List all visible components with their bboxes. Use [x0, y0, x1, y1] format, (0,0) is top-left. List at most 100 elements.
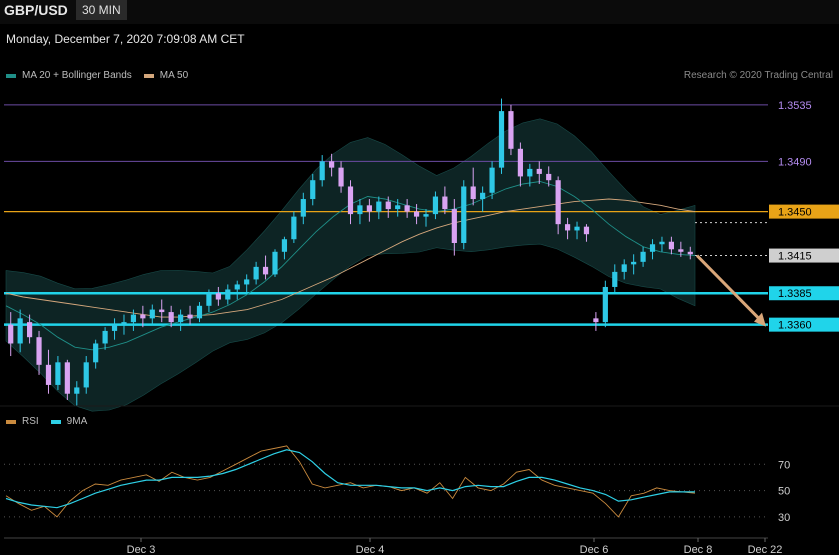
target-arrowhead: [754, 312, 766, 327]
legend-swatch-bollinger: [6, 73, 16, 78]
legend-label-bollinger: MA 20 + Bollinger Bands: [22, 70, 132, 81]
x-tick-label: Dec 6: [580, 544, 609, 555]
x-tick-label: Dec 8: [684, 544, 713, 555]
candle-body: [300, 199, 306, 217]
candle-body: [668, 241, 674, 250]
candle-body: [45, 364, 52, 385]
candle-body: [338, 167, 344, 187]
candle-body: [451, 209, 457, 243]
candle-body: [244, 279, 250, 285]
candle-body: [215, 293, 221, 300]
candle-body: [442, 196, 448, 210]
level-label: 1.3490: [778, 156, 812, 168]
candle-body: [272, 251, 278, 275]
candle-body: [489, 167, 495, 193]
candle-body: [93, 343, 99, 363]
candle-body: [385, 201, 391, 210]
candle-body: [17, 318, 23, 344]
series-line-9ma: [5, 449, 695, 509]
candle-body: [687, 251, 693, 255]
candle-body: [480, 192, 486, 200]
x-tick-label: Dec 22: [748, 544, 783, 555]
candle-body: [640, 251, 646, 262]
symbol-label: GBP/USD: [4, 2, 68, 18]
candle-body: [508, 111, 514, 149]
candle-body: [423, 214, 429, 217]
candle-body: [27, 322, 33, 338]
candle-body: [602, 286, 608, 323]
rsi-tick-label: 30: [778, 512, 790, 524]
legend-label-9ma: 9MA: [66, 416, 88, 427]
candle-body: [178, 314, 184, 323]
candle-body: [432, 196, 439, 215]
candle-body: [564, 224, 571, 231]
candle-body: [555, 180, 561, 225]
level-label: 1.3415: [778, 251, 812, 263]
datetime-label: Monday, December 7, 2020 7:09:08 AM CET: [6, 32, 245, 46]
legend-label-rsi: RSI: [22, 416, 39, 427]
candle-body: [376, 201, 382, 212]
candle-body: [253, 266, 259, 280]
candle-body: [527, 168, 533, 177]
credit-text: Research © 2020 Trading Central: [683, 70, 833, 81]
level-label: 1.3535: [778, 100, 812, 112]
candle-body: [121, 322, 127, 325]
candle-body: [583, 226, 590, 235]
candle-body: [574, 226, 580, 231]
candle-body: [461, 186, 467, 243]
candle-body: [517, 148, 523, 177]
candle-body: [357, 205, 363, 215]
candle-body: [310, 180, 316, 200]
legend-swatch-ma50: [143, 73, 154, 78]
candle-body: [262, 266, 269, 275]
level-label-box: [769, 317, 839, 332]
rsi-tick-label: 70: [778, 459, 790, 471]
timeframe-button[interactable]: 30 MIN: [76, 0, 127, 20]
legend-item-ma50: MA 50: [143, 70, 188, 81]
candle-body: [130, 314, 137, 323]
candle-body: [64, 362, 70, 394]
candle-body: [631, 261, 637, 265]
rsi-legend: RSI 9MA: [6, 416, 99, 427]
candle-body: [83, 362, 89, 388]
candle-body: [536, 168, 542, 174]
candle-body: [329, 161, 335, 168]
candle-body: [546, 173, 552, 181]
candle-body: [36, 337, 42, 365]
bollinger-band: [5, 118, 696, 412]
candle-body: [366, 205, 372, 212]
series-line-rsi: [5, 445, 696, 518]
candle-body: [347, 186, 354, 215]
candle-body: [659, 241, 665, 245]
main-legend: MA 20 + Bollinger Bands MA 50: [6, 70, 200, 81]
candle-body: [291, 216, 297, 240]
candle-body: [196, 305, 203, 319]
candle-body: [206, 293, 212, 306]
candle-body: [612, 271, 618, 287]
candle-body: [470, 186, 476, 200]
candle-body: [395, 205, 401, 210]
candle-body: [413, 211, 420, 217]
level-label: 1.3385: [778, 288, 812, 300]
level-label-box: [769, 204, 839, 219]
ma50-line: [5, 198, 696, 318]
legend-swatch-rsi: [6, 419, 16, 424]
candle-body: [159, 309, 165, 313]
x-tick-label: Dec 3: [127, 544, 156, 555]
legend-swatch-9ma: [50, 419, 61, 424]
level-label-box: [769, 286, 839, 301]
candle-body: [8, 324, 14, 344]
level-label-box: [769, 248, 839, 263]
legend-item-9ma: 9MA: [50, 416, 88, 427]
candle-body: [168, 312, 174, 323]
candle-body: [404, 205, 410, 212]
ma20-line: [5, 181, 696, 351]
candle-body: [649, 244, 656, 252]
candle-body: [281, 239, 288, 252]
candle-body: [140, 314, 146, 319]
candle-body: [234, 284, 240, 290]
legend-item-rsi: RSI: [6, 416, 39, 427]
candle-body: [621, 264, 627, 272]
candle-body: [74, 387, 80, 394]
